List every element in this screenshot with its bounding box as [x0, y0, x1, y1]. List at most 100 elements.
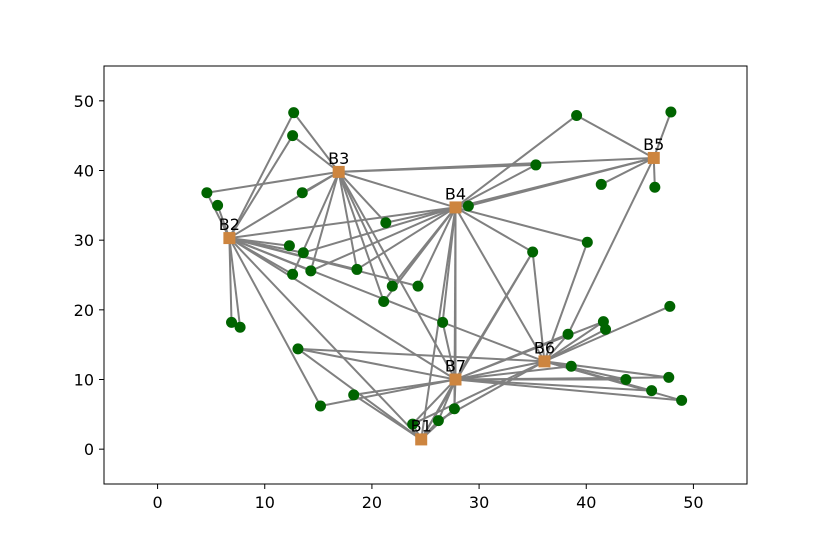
data-point	[234, 321, 246, 333]
data-point	[378, 295, 390, 307]
data-point	[226, 316, 238, 328]
data-point	[462, 200, 474, 212]
data-point	[581, 236, 593, 248]
data-point	[297, 247, 309, 259]
data-point	[527, 246, 539, 258]
y-tick-label: 20	[74, 301, 94, 320]
edge-line	[229, 237, 419, 288]
edge-line	[356, 206, 457, 271]
hub-marker-b6	[538, 355, 551, 368]
data-point	[288, 107, 300, 119]
hub-label-b4: B4	[445, 184, 466, 203]
x-tick-label: 20	[362, 493, 382, 512]
y-tick-label: 50	[74, 92, 94, 111]
edge-line	[420, 379, 457, 440]
edge-layer	[205, 111, 682, 441]
edge-line	[309, 171, 340, 272]
edge-line	[353, 393, 422, 441]
hub-marker-b2	[223, 232, 236, 245]
data-point	[646, 385, 658, 397]
edge-line	[229, 237, 444, 324]
data-point	[386, 280, 398, 292]
data-point	[296, 187, 308, 199]
edge-line	[417, 206, 457, 287]
data-point	[565, 360, 577, 372]
data-point	[412, 280, 424, 292]
data-point	[407, 418, 419, 430]
edge-line	[228, 237, 422, 441]
edge-line	[228, 171, 340, 239]
edge-line	[442, 321, 545, 363]
edge-line	[455, 206, 588, 244]
x-axis: 0 10 20 30 40 50	[152, 484, 704, 512]
data-point	[351, 263, 363, 275]
data-point	[571, 109, 583, 121]
edge-line	[297, 347, 456, 381]
data-point	[620, 374, 632, 385]
hub-label-b5: B5	[643, 135, 664, 154]
data-point	[448, 403, 460, 415]
edge-line	[337, 171, 358, 270]
edge-line	[228, 237, 457, 381]
edge-line	[455, 156, 655, 209]
data-point	[562, 328, 574, 340]
data-point	[380, 217, 392, 229]
edge-line	[228, 135, 294, 239]
data-point	[664, 300, 676, 312]
edge-line	[543, 320, 604, 363]
edge-line	[455, 360, 545, 381]
y-tick-label: 30	[74, 231, 94, 250]
edge-line	[455, 164, 537, 209]
data-point	[600, 323, 612, 335]
hub-label-b3: B3	[328, 149, 349, 168]
edge-line	[320, 378, 456, 407]
edge-line	[455, 365, 572, 381]
data-point	[665, 106, 677, 118]
data-point	[201, 187, 213, 199]
hub-label-b2: B2	[219, 215, 240, 234]
x-tick-label: 0	[152, 493, 162, 512]
x-tick-label: 50	[683, 493, 703, 512]
data-point	[595, 178, 607, 190]
edge-line	[337, 171, 457, 380]
hub-label-b7: B7	[445, 357, 466, 376]
hub-marker-b5	[647, 151, 660, 164]
y-axis: 0 10 20 30 40 50	[74, 92, 104, 459]
data-point	[287, 268, 299, 280]
edge-line	[297, 348, 422, 441]
point-layer	[201, 106, 688, 430]
edge-line	[338, 170, 456, 209]
hub-label-layer: B1 B2 B3 B4 B5 B6 B7	[219, 135, 665, 435]
edge-line	[454, 114, 578, 209]
data-point	[314, 400, 326, 412]
data-point	[305, 265, 317, 277]
edge-line	[411, 378, 457, 425]
data-point	[287, 130, 299, 142]
edge-line	[338, 156, 654, 173]
edge-line	[441, 322, 457, 380]
edge-line	[455, 378, 652, 392]
edge-line	[531, 251, 546, 362]
y-tick-label: 40	[74, 162, 94, 181]
data-point	[348, 389, 360, 401]
edge-line	[228, 112, 295, 239]
edge-line	[652, 111, 672, 159]
edge-line	[228, 237, 242, 328]
edge-line	[337, 171, 387, 224]
data-point	[649, 181, 661, 193]
y-tick-label: 10	[74, 371, 94, 390]
edge-line	[303, 206, 456, 254]
edge-line	[576, 114, 655, 159]
edge-line	[455, 206, 534, 253]
hub-label-b6: B6	[534, 338, 555, 357]
data-point	[663, 371, 675, 383]
edge-line	[337, 171, 385, 302]
edge-line	[353, 378, 456, 396]
data-point	[530, 159, 542, 171]
data-point	[676, 394, 688, 406]
edge-line	[337, 171, 394, 287]
edge-line	[292, 112, 340, 173]
x-tick-label: 30	[469, 493, 489, 512]
edge-line	[455, 333, 569, 381]
